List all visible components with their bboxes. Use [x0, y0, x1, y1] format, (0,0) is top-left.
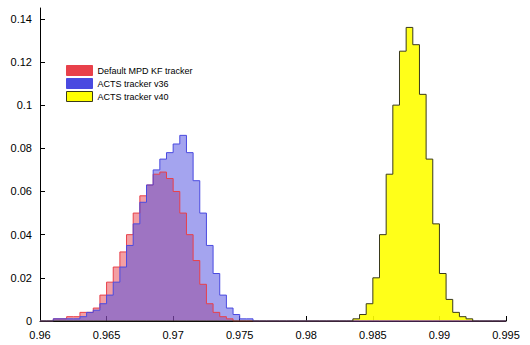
svg-text:0.14: 0.14	[11, 13, 32, 25]
svg-text:0.98: 0.98	[296, 329, 317, 341]
svg-text:0.97: 0.97	[162, 329, 183, 341]
svg-text:0.12: 0.12	[11, 56, 32, 68]
svg-text:0.96: 0.96	[29, 329, 50, 341]
svg-text:0.995: 0.995	[492, 329, 520, 341]
svg-text:0.985: 0.985	[359, 329, 387, 341]
svg-text:ACTS tracker v36: ACTS tracker v36	[98, 79, 169, 89]
svg-text:0.02: 0.02	[11, 272, 32, 284]
svg-text:0.1: 0.1	[17, 99, 32, 111]
svg-text:0.08: 0.08	[11, 142, 32, 154]
svg-text:0.975: 0.975	[226, 329, 254, 341]
svg-text:0.965: 0.965	[93, 329, 121, 341]
svg-text:0.04: 0.04	[11, 229, 32, 241]
svg-text:Default MPD KF tracker: Default MPD KF tracker	[98, 66, 193, 76]
svg-text:ACTS tracker v40: ACTS tracker v40	[98, 92, 169, 102]
svg-text:0.06: 0.06	[11, 185, 32, 197]
svg-text:0.99: 0.99	[429, 329, 450, 341]
svg-text:0: 0	[26, 315, 32, 327]
